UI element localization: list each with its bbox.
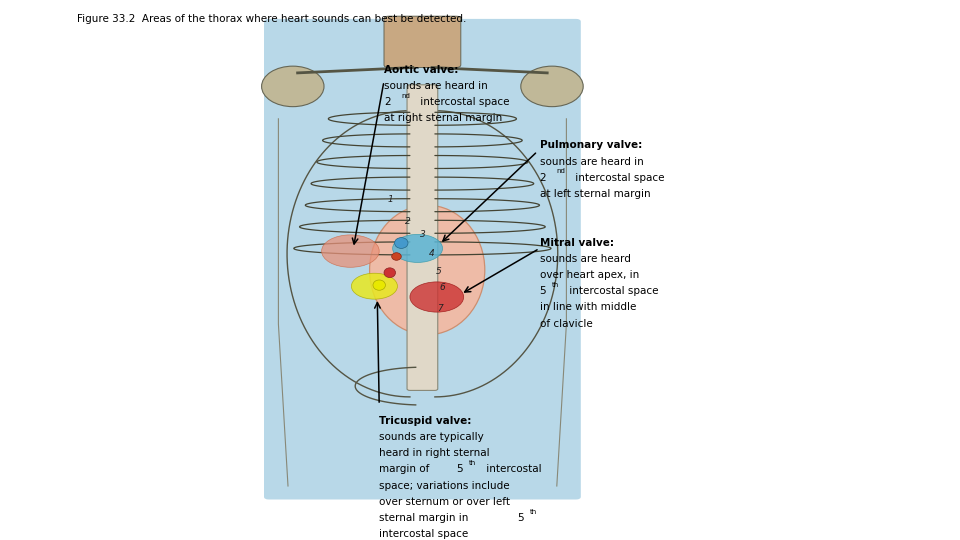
Circle shape — [322, 235, 379, 267]
Ellipse shape — [372, 280, 386, 291]
Text: of clavicle: of clavicle — [540, 319, 592, 329]
Text: heard in right sternal: heard in right sternal — [379, 448, 490, 458]
Text: 5: 5 — [456, 464, 463, 475]
Ellipse shape — [262, 66, 324, 107]
Text: 6: 6 — [440, 283, 445, 292]
Text: th: th — [530, 509, 538, 515]
Ellipse shape — [370, 205, 485, 335]
Text: 4: 4 — [429, 249, 435, 258]
Text: Figure 33.2  Areas of the thorax where heart sounds can best be detected.: Figure 33.2 Areas of the thorax where he… — [77, 14, 467, 24]
Text: Aortic valve:: Aortic valve: — [384, 65, 458, 75]
FancyBboxPatch shape — [407, 85, 438, 390]
Text: Pulmonary valve:: Pulmonary valve: — [540, 140, 642, 151]
Text: Tricuspid valve:: Tricuspid valve: — [379, 416, 471, 426]
Text: sounds are heard: sounds are heard — [540, 254, 631, 264]
FancyBboxPatch shape — [264, 19, 581, 500]
Circle shape — [351, 273, 397, 299]
Text: at left sternal margin: at left sternal margin — [540, 189, 650, 199]
Text: intercostal: intercostal — [483, 464, 541, 475]
Text: margin of: margin of — [379, 464, 433, 475]
FancyBboxPatch shape — [384, 16, 461, 68]
Text: 1: 1 — [388, 195, 394, 204]
Text: at right sternal margin: at right sternal margin — [384, 113, 502, 124]
Ellipse shape — [392, 253, 401, 260]
Text: sounds are typically: sounds are typically — [379, 432, 484, 442]
Text: 7: 7 — [437, 305, 443, 313]
Text: intercostal space: intercostal space — [417, 97, 509, 107]
Text: 2: 2 — [540, 173, 546, 183]
Text: intercostal space: intercostal space — [379, 529, 468, 539]
Text: 5: 5 — [436, 267, 442, 275]
Ellipse shape — [384, 268, 396, 278]
Text: over sternum or over left: over sternum or over left — [379, 497, 510, 507]
Ellipse shape — [520, 66, 584, 107]
Text: 3: 3 — [420, 231, 425, 239]
Text: Mitral valve:: Mitral valve: — [540, 238, 613, 248]
Text: in line with middle: in line with middle — [540, 302, 636, 313]
Text: 2: 2 — [384, 97, 391, 107]
Text: sternal margin in: sternal margin in — [379, 513, 471, 523]
Text: intercostal space: intercostal space — [566, 286, 659, 296]
Text: 5: 5 — [517, 513, 524, 523]
Text: space; variations include: space; variations include — [379, 481, 510, 491]
Circle shape — [393, 234, 443, 262]
Circle shape — [410, 282, 464, 312]
Text: th: th — [468, 460, 476, 466]
Text: over heart apex, in: over heart apex, in — [540, 270, 638, 280]
Text: sounds are heard in: sounds are heard in — [384, 81, 488, 91]
Text: th: th — [552, 282, 560, 288]
Text: intercostal space: intercostal space — [572, 173, 664, 183]
Text: 2: 2 — [405, 217, 411, 226]
Text: nd: nd — [401, 93, 410, 99]
Text: nd: nd — [557, 168, 565, 174]
Ellipse shape — [395, 238, 408, 248]
Text: sounds are heard in: sounds are heard in — [540, 157, 643, 167]
Text: 5: 5 — [540, 286, 546, 296]
